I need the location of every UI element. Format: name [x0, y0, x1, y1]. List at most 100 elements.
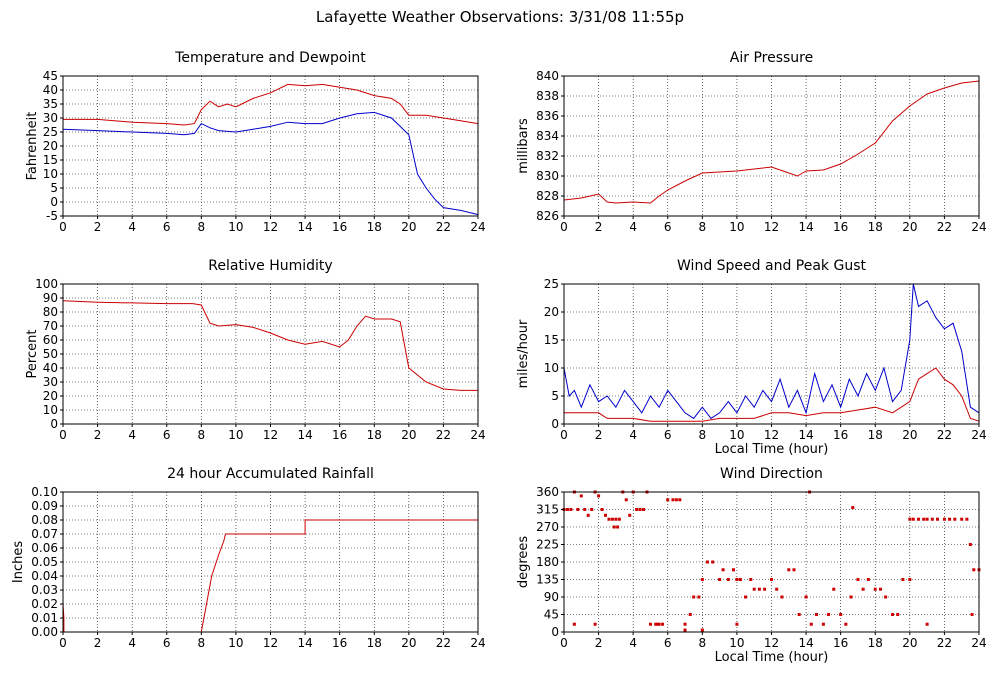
data-point — [648, 622, 652, 626]
data-point — [671, 498, 675, 502]
y-axis-label: Fahrenheit — [25, 112, 40, 181]
y-tick-label: 830 — [536, 169, 559, 183]
y-tick-label: 25 — [43, 125, 58, 139]
data-point — [700, 578, 704, 581]
chart-title: Temperature and Dewpoint — [174, 50, 366, 66]
x-tick-label: 14 — [297, 428, 312, 442]
data-point — [600, 508, 604, 511]
data-point — [866, 578, 870, 581]
data-point — [583, 508, 587, 511]
y-tick-label: 225 — [536, 538, 559, 552]
data-point — [851, 506, 855, 510]
y-tick-label: 0.06 — [31, 541, 58, 555]
y-tick-label: 826 — [536, 209, 559, 223]
y-tick-label: 180 — [536, 555, 559, 569]
data-point — [809, 622, 813, 626]
x-tick-label: 18 — [868, 428, 883, 442]
y-tick-label: 0.01 — [31, 611, 58, 625]
data-point — [726, 578, 730, 581]
x-tick-label: 2 — [595, 220, 603, 234]
y-tick-label: 0.02 — [31, 597, 58, 611]
data-point — [856, 578, 860, 581]
data-point — [590, 508, 594, 511]
x-tick-label: 0 — [560, 636, 568, 650]
data-point — [610, 517, 614, 521]
data-point — [711, 560, 715, 564]
data-point — [692, 595, 696, 599]
y-tick-label: 80 — [43, 305, 58, 319]
data-point — [635, 508, 639, 511]
x-tick-label: 4 — [629, 220, 637, 234]
x-tick-label: 0 — [560, 428, 568, 442]
x-tick-label: 18 — [868, 636, 883, 650]
x-tick-label: 16 — [332, 220, 347, 234]
x-tick-label: 24 — [470, 636, 485, 650]
data-point — [925, 622, 929, 626]
y-tick-label: 270 — [536, 520, 559, 534]
x-tick-label: 24 — [971, 636, 986, 650]
data-point — [721, 568, 725, 572]
x-tick-label: 6 — [163, 428, 171, 442]
x-tick-label: 6 — [664, 220, 672, 234]
y-axis-label: Inches — [11, 541, 26, 583]
y-tick-label: 135 — [536, 573, 559, 587]
y-tick-label: 0.08 — [31, 513, 58, 527]
data-point — [884, 595, 888, 599]
data-point — [654, 622, 658, 626]
x-axis-label: Local Time (hour) — [715, 442, 829, 457]
data-point — [752, 587, 756, 591]
data-point — [814, 613, 818, 616]
data-point — [911, 517, 915, 521]
x-tick-label: 4 — [629, 636, 637, 650]
data-point — [925, 517, 929, 521]
x-tick-label: 24 — [470, 428, 485, 442]
y-tick-label: 40 — [43, 83, 58, 97]
y-tick-label: -5 — [46, 209, 58, 223]
chart-title: 24 hour Accumulated Rainfall — [167, 466, 374, 482]
x-tick-label: 20 — [401, 220, 416, 234]
data-point — [770, 578, 773, 581]
chart-title: Wind Direction — [720, 466, 823, 482]
x-tick-label: 20 — [902, 428, 917, 442]
x-axis-label: Local Time (hour) — [715, 650, 829, 665]
data-point — [942, 517, 946, 521]
series-line-2 — [564, 367, 980, 422]
data-point — [674, 498, 678, 502]
y-tick-label: 30 — [43, 111, 58, 125]
data-point — [839, 613, 843, 616]
x-tick-label: 6 — [163, 220, 171, 234]
x-tick-label: 20 — [902, 220, 917, 234]
data-point — [697, 595, 701, 599]
x-tick-label: 8 — [699, 220, 707, 234]
y-tick-label: 0.07 — [31, 527, 58, 541]
x-tick-label: 18 — [367, 220, 382, 234]
series-line-1 — [63, 83, 479, 126]
x-tick-label: 16 — [833, 220, 848, 234]
x-tick-label: 20 — [401, 428, 416, 442]
data-point — [916, 517, 920, 521]
data-point — [706, 560, 710, 564]
x-tick-label: 10 — [729, 636, 744, 650]
data-point — [731, 568, 735, 572]
x-tick-label: 0 — [59, 220, 67, 234]
y-tick-label: 100 — [35, 277, 58, 291]
x-tick-label: 2 — [94, 220, 102, 234]
y-axis-label: miles/hour — [516, 319, 531, 388]
data-point — [930, 517, 934, 521]
data-point — [616, 525, 620, 529]
data-point — [738, 578, 742, 581]
x-tick-label: 4 — [128, 428, 136, 442]
data-point — [683, 622, 687, 626]
data-point — [612, 525, 616, 529]
data-point — [657, 622, 661, 626]
y-tick-label: 20 — [544, 305, 559, 319]
y-tick-label: 0 — [551, 625, 559, 639]
x-tick-label: 14 — [297, 220, 312, 234]
data-point — [804, 595, 808, 599]
y-tick-label: 90 — [544, 590, 559, 604]
data-point — [972, 568, 976, 572]
page-title: Lafayette Weather Observations: 3/31/08 … — [315, 8, 685, 26]
data-point — [797, 613, 801, 616]
y-tick-label: 5 — [551, 389, 559, 403]
